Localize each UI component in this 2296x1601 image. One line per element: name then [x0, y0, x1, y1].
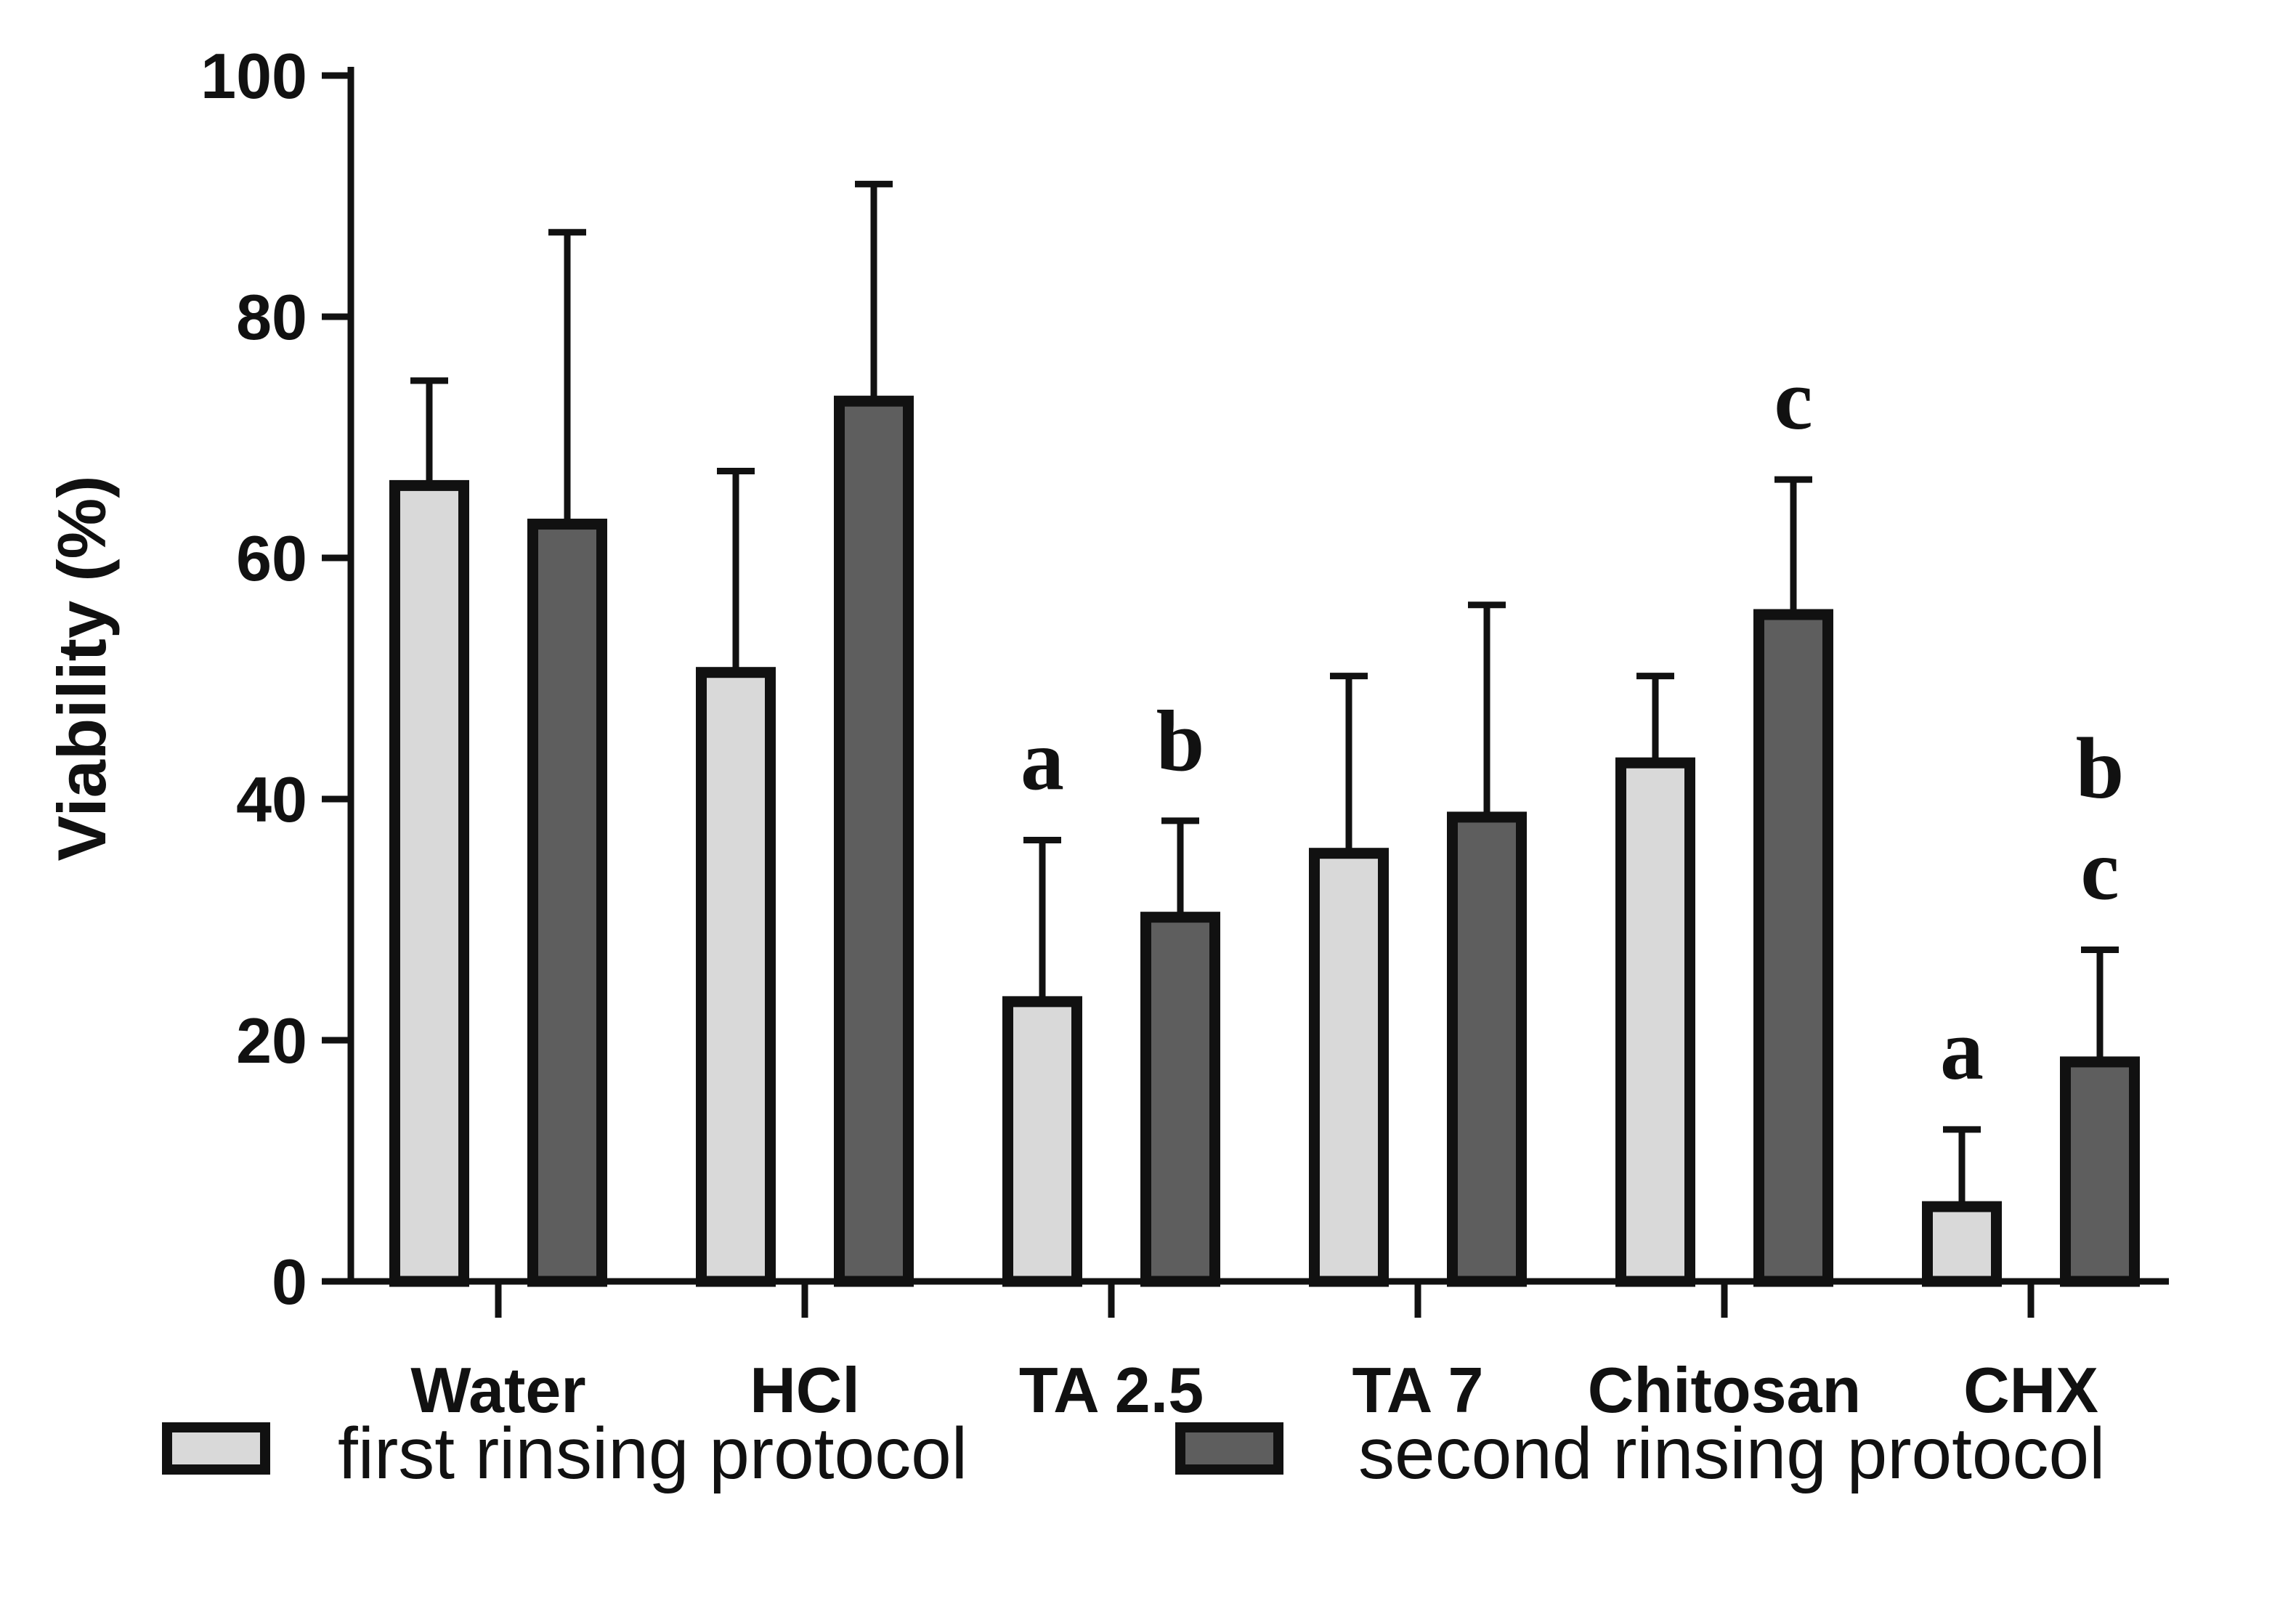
x-tick-label: TA 7 [1352, 1354, 1484, 1426]
error-bars [410, 180, 2119, 1207]
x-tick-label: CHX [1963, 1354, 2098, 1426]
y-tick-label: 80 [236, 281, 307, 353]
x-ticks: Water HCl TA 2.5 TA 7 Chitosan CHX [410, 1281, 2098, 1426]
bar-second-rinsing [527, 519, 607, 1287]
legend-swatch [162, 1422, 270, 1475]
y-ticks: 0 20 40 60 80 100 [200, 40, 351, 1318]
legend: first rinsing protocol second rinsing pro… [162, 1413, 2105, 1494]
y-axis-label-group: Viability (%) [44, 475, 120, 861]
y-tick-label: 60 [236, 522, 307, 594]
y-tick-label: 40 [236, 763, 307, 835]
bar-second-rinsing [1447, 811, 1527, 1287]
legend-label: second rinsing protocol [1358, 1413, 2105, 1494]
significance-letter: b [2076, 720, 2125, 816]
y-axis-label: Viability (%) [44, 475, 120, 861]
bar-first-rinsing [696, 667, 776, 1287]
bar-first-rinsing [1922, 1201, 2002, 1287]
significance-letter: c [1774, 351, 1812, 447]
bar-first-rinsing [1309, 848, 1389, 1287]
bar-second-rinsing [1140, 912, 1220, 1287]
bars [389, 395, 2140, 1287]
bar-second-rinsing [2060, 1056, 2140, 1287]
y-tick-label: 20 [236, 1005, 307, 1077]
significance-letter: b [1156, 692, 1205, 789]
significance-letter: c [2080, 822, 2119, 918]
bar-second-rinsing [834, 395, 914, 1287]
legend-swatch [1175, 1422, 1283, 1475]
bar-first-rinsing [1002, 996, 1082, 1287]
significance-letter: a [1940, 1001, 1984, 1098]
x-tick-label: TA 2.5 [1019, 1354, 1204, 1426]
x-tick-label: HCl [750, 1354, 860, 1426]
legend-label: first rinsing protocol [338, 1413, 968, 1494]
axes [347, 67, 2169, 1285]
x-tick-label: Water [410, 1354, 585, 1426]
y-tick-label: 0 [272, 1246, 307, 1318]
y-tick-label: 100 [200, 40, 307, 112]
x-tick-label: Chitosan [1588, 1354, 1861, 1426]
bar-second-rinsing [1753, 609, 1833, 1287]
bar-first-rinsing [389, 479, 469, 1287]
significance-letter: a [1021, 711, 1064, 808]
bar-first-rinsing [1615, 757, 1695, 1287]
